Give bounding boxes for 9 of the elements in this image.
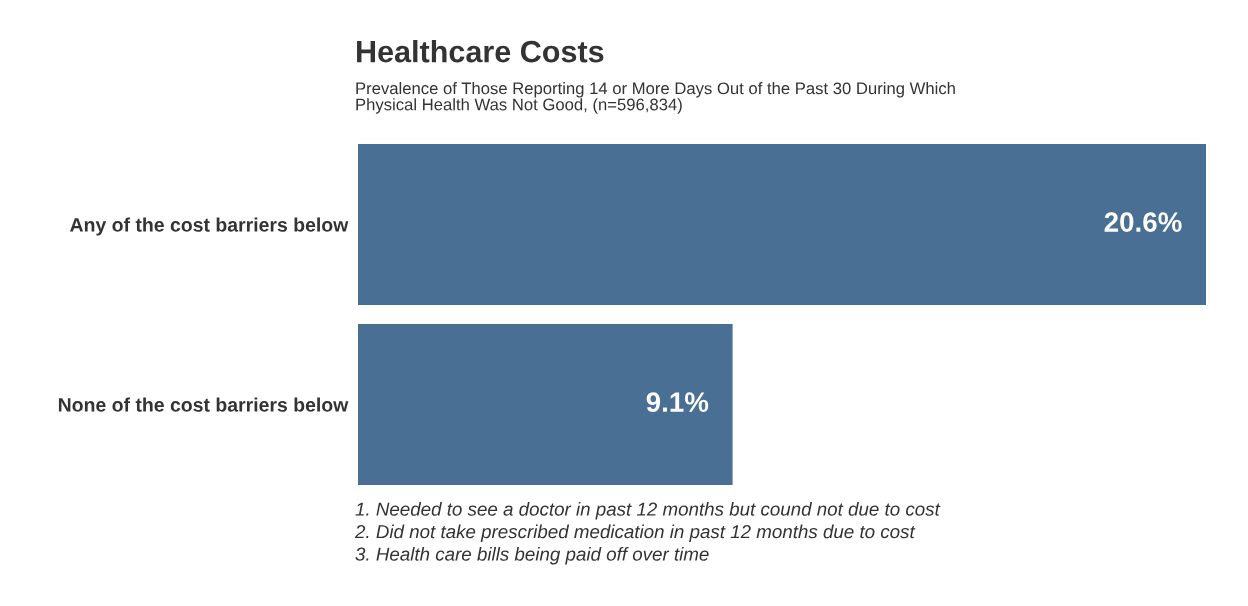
chart-title: Healthcare Costs: [357, 40, 604, 63]
data-label: 9.1%: [646, 392, 709, 412]
data-label: 20.6%: [1104, 212, 1182, 232]
chart-subtitle: Prevalence of Those Reporting 14 or More Days Out of the Past 30 During Which Physical Health Was Not Good, (n=596,834): [356, 82, 955, 114]
y-tick-label: None of the cost barriers below: [58, 397, 349, 412]
text: 3. Health care bills being paid off over time: [355, 547, 709, 565]
text: 2. Did not take prescribed medication in past 12 months due to cost: [354, 524, 916, 542]
text: 1. Needed to see a doctor in past 12 months but cound not due to cost: [355, 502, 941, 520]
y-tick-label: Any of the cost barriers below: [70, 217, 349, 236]
